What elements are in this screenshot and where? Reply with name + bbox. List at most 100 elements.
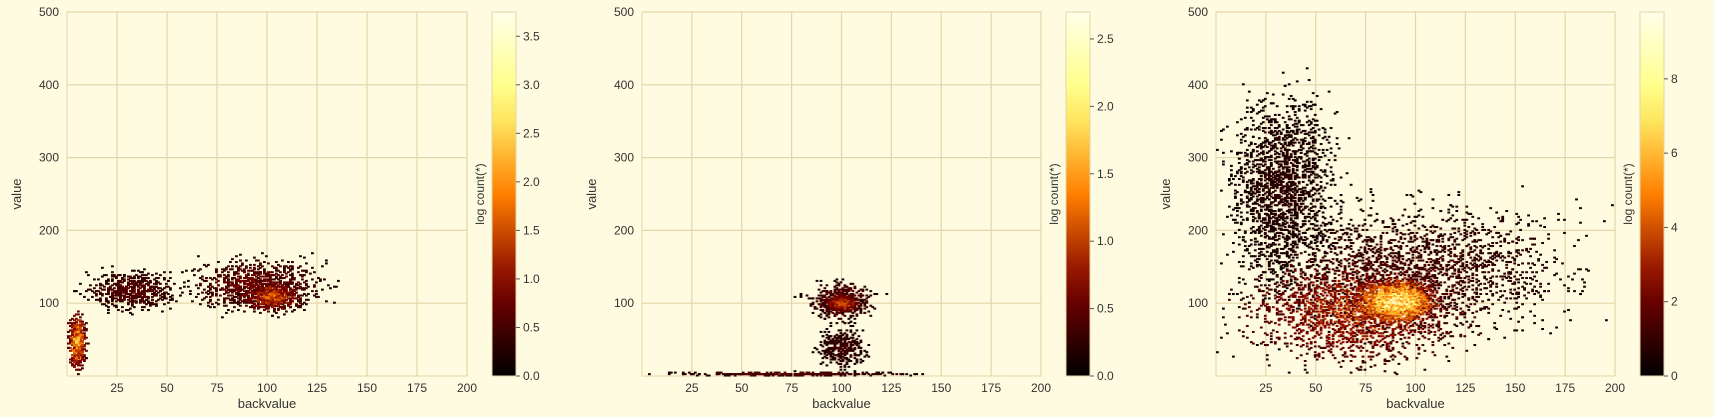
density-cell xyxy=(73,351,76,354)
density-cell xyxy=(1279,143,1283,146)
density-cell xyxy=(1257,231,1261,234)
density-cell xyxy=(99,293,102,296)
density-cell xyxy=(1315,164,1319,167)
density-cell xyxy=(1269,259,1273,262)
density-cell xyxy=(301,287,304,290)
density-cell xyxy=(1289,233,1293,236)
density-cell xyxy=(853,306,857,309)
density-cell xyxy=(313,271,316,274)
density-cell xyxy=(121,277,124,280)
density-cell xyxy=(851,293,855,296)
density-cell xyxy=(277,274,280,277)
density-cell xyxy=(115,297,118,300)
density-cell xyxy=(269,284,272,287)
density-cell xyxy=(229,284,232,287)
density-cell xyxy=(837,346,841,349)
density-cell xyxy=(231,310,234,313)
density-cell xyxy=(1237,183,1241,186)
density-cell xyxy=(1255,146,1259,149)
density-cell xyxy=(325,300,328,303)
density-cell xyxy=(1263,192,1267,195)
density-cell xyxy=(1283,198,1287,201)
density-cell xyxy=(79,336,82,339)
density-cell xyxy=(165,285,168,288)
density-cell xyxy=(825,351,829,354)
density-cell xyxy=(299,297,302,300)
density-cell xyxy=(1236,204,1239,207)
density-cell xyxy=(717,373,721,376)
density-cell xyxy=(295,297,298,300)
density-cell xyxy=(263,279,266,282)
density-cell xyxy=(159,282,162,285)
density-cell xyxy=(1307,79,1311,82)
density-cell xyxy=(883,374,887,377)
density-cell xyxy=(209,306,212,309)
density-cell xyxy=(275,311,278,314)
density-cell xyxy=(1295,125,1299,128)
density-cell xyxy=(839,341,843,344)
density-cell xyxy=(81,333,84,336)
colorbar-label: log count(*) xyxy=(473,163,487,224)
density-cell xyxy=(1303,163,1307,166)
density-cell xyxy=(1281,214,1285,217)
density-cell xyxy=(1285,255,1289,258)
density-cell xyxy=(1275,247,1279,250)
density-cell xyxy=(1263,297,1267,300)
density-cell xyxy=(273,300,276,303)
density-cell xyxy=(139,284,142,287)
density-cell xyxy=(839,311,843,314)
density-cell xyxy=(805,294,809,297)
density-cell xyxy=(829,298,833,301)
density-cell xyxy=(263,271,266,274)
density-cell xyxy=(1291,231,1295,234)
density-cell xyxy=(143,278,146,281)
density-cell xyxy=(765,371,769,374)
density-cell xyxy=(249,287,252,290)
heatmap-panel-2: 25 50 75 100 125 150 175 200100200300400500back… xyxy=(584,5,1114,411)
density-cell xyxy=(267,297,270,300)
density-cell xyxy=(837,349,841,352)
density-cell xyxy=(795,374,799,377)
density-cell xyxy=(83,355,86,358)
density-cell xyxy=(139,281,142,284)
density-cell xyxy=(85,357,88,360)
density-cell xyxy=(849,355,853,358)
density-cell xyxy=(1319,195,1323,198)
density-cell xyxy=(107,306,110,309)
density-cell xyxy=(825,309,829,312)
density-cell xyxy=(1269,288,1273,291)
density-cell xyxy=(81,325,84,328)
density-cell xyxy=(1289,141,1293,144)
density-cell xyxy=(841,301,845,304)
density-cell xyxy=(223,301,226,304)
density-cell xyxy=(1315,211,1319,214)
density-cell xyxy=(843,351,847,354)
density-cell xyxy=(263,272,266,275)
density-cell xyxy=(1239,221,1243,224)
density-cell xyxy=(1269,144,1273,147)
density-cell xyxy=(229,298,232,301)
density-cell xyxy=(1236,221,1239,224)
density-cell xyxy=(853,303,857,306)
density-cell xyxy=(225,266,228,269)
density-cell xyxy=(773,373,777,376)
density-cell xyxy=(819,297,823,300)
density-cell xyxy=(1283,135,1287,138)
density-cell xyxy=(1285,162,1289,165)
density-cell xyxy=(253,290,256,293)
density-cell xyxy=(1267,237,1271,240)
density-cell xyxy=(289,291,292,294)
density-cell xyxy=(279,303,282,306)
density-cell xyxy=(815,307,819,310)
density-cell xyxy=(843,374,847,377)
density-cell xyxy=(813,373,817,376)
density-cell xyxy=(187,279,190,282)
density-cell xyxy=(293,290,296,293)
density-cell xyxy=(283,293,286,296)
density-cell xyxy=(79,345,82,348)
density-cell xyxy=(285,295,288,298)
density-cell xyxy=(853,370,857,373)
density-cell xyxy=(1293,141,1297,144)
density-cell xyxy=(1273,119,1277,122)
density-cell xyxy=(235,255,238,258)
